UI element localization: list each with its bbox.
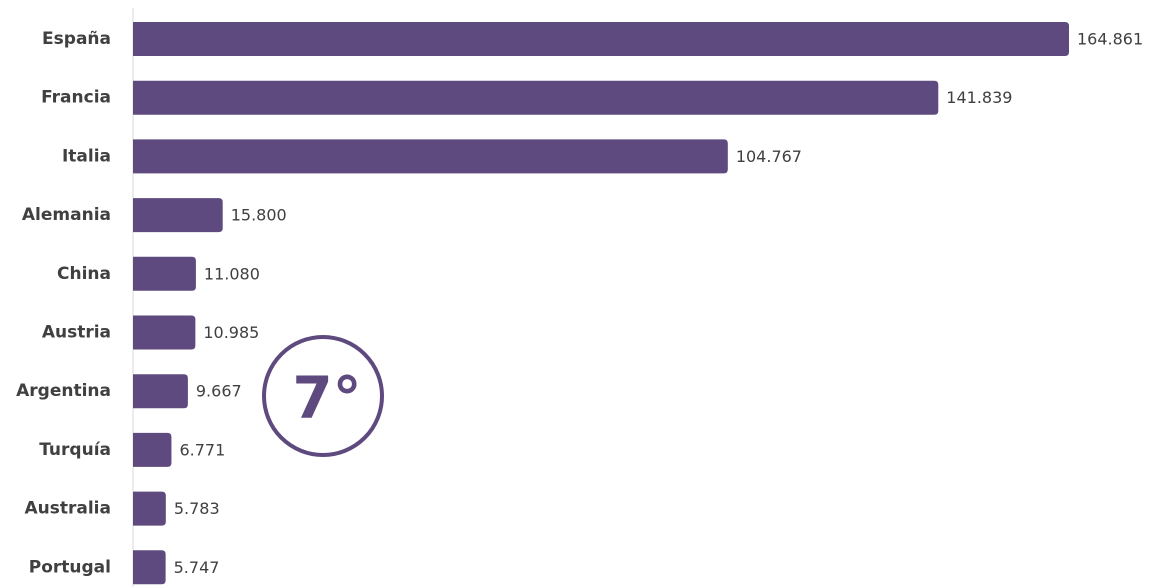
category-label: Francia xyxy=(41,88,111,108)
rank-badge: 7° xyxy=(262,335,384,457)
rank-badge-text: 7° xyxy=(292,364,361,432)
value-label: 5.783 xyxy=(174,499,220,518)
value-labels-group: 164.861 141.839 104.767 15.800 11.080 10.985 9… xyxy=(174,30,1144,577)
category-label: Alemania xyxy=(22,205,111,225)
bar-0 xyxy=(133,22,1069,56)
category-label: Italia xyxy=(62,146,111,166)
value-label: 10.985 xyxy=(203,323,259,342)
category-label: Argentina xyxy=(16,381,111,401)
bar-1 xyxy=(133,80,939,115)
category-label: Australia xyxy=(25,499,112,519)
category-labels-group: España Francia Italia Alemania China Austria A… xyxy=(16,29,111,577)
value-label: 15.800 xyxy=(231,206,287,225)
category-label: Portugal xyxy=(29,557,111,577)
value-label: 104.767 xyxy=(736,147,802,166)
rank-badge-circle xyxy=(262,335,384,457)
value-label: 141.839 xyxy=(946,88,1012,107)
bar-6 xyxy=(133,374,188,409)
value-label: 11.080 xyxy=(204,264,260,283)
value-label: 164.861 xyxy=(1077,30,1143,49)
category-label: Turquía xyxy=(39,440,111,460)
bar-3 xyxy=(133,198,223,233)
bar-4 xyxy=(133,256,196,291)
bars-group xyxy=(133,22,1069,585)
bar-7 xyxy=(133,432,172,467)
value-label: 6.771 xyxy=(179,440,225,459)
value-label: 5.747 xyxy=(174,558,220,577)
bar-8 xyxy=(133,491,166,526)
category-label: Austria xyxy=(42,323,111,343)
category-label: China xyxy=(57,264,111,284)
bar-9 xyxy=(133,550,166,585)
category-label: España xyxy=(42,29,111,49)
bar-5 xyxy=(133,315,196,350)
value-label: 9.667 xyxy=(196,382,242,401)
bar-2 xyxy=(133,139,728,174)
